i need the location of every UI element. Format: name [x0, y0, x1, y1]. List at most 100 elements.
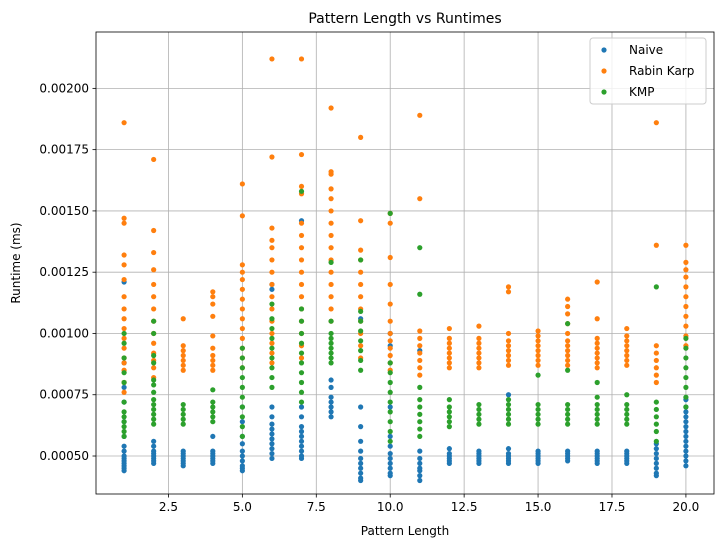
data-point	[624, 401, 630, 408]
data-point	[683, 458, 689, 464]
legend: Naive Rabin Karp KMP	[589, 37, 707, 105]
data-point	[446, 446, 452, 452]
data-point	[594, 345, 600, 351]
data-point	[239, 404, 245, 410]
data-point	[298, 318, 305, 324]
data-point	[328, 196, 334, 202]
data-point	[121, 220, 127, 226]
data-point	[446, 419, 452, 425]
data-point	[683, 419, 689, 425]
data-point	[565, 296, 571, 302]
data-point	[121, 252, 127, 258]
data-point	[269, 56, 275, 62]
data-point	[328, 377, 334, 383]
data-point	[624, 411, 630, 417]
data-point	[239, 316, 245, 322]
data-point	[358, 343, 364, 349]
data-point	[121, 379, 127, 386]
data-point	[505, 289, 512, 295]
data-point	[476, 448, 482, 454]
data-point	[565, 401, 571, 408]
data-point	[594, 365, 600, 371]
data-point	[121, 399, 127, 405]
data-point	[683, 433, 689, 440]
data-point	[298, 350, 305, 356]
data-point	[417, 350, 423, 356]
data-point	[358, 404, 364, 410]
y-tick-label: 0.00050	[39, 449, 89, 463]
data-point	[210, 414, 216, 420]
data-point	[624, 325, 630, 332]
data-point	[476, 406, 482, 413]
data-point	[269, 306, 275, 312]
data-point	[239, 433, 245, 440]
data-point	[328, 281, 334, 288]
data-point	[417, 477, 423, 484]
data-point	[387, 389, 393, 395]
data-point	[594, 394, 600, 400]
data-point	[565, 448, 571, 454]
data-point	[446, 355, 452, 361]
data-point	[653, 446, 659, 452]
data-point	[535, 406, 541, 413]
data-point	[476, 360, 482, 366]
data-point	[151, 411, 157, 417]
data-point	[151, 421, 157, 427]
data-point	[653, 460, 659, 466]
data-point	[121, 120, 127, 126]
data-point	[565, 330, 571, 337]
data-point	[328, 399, 334, 405]
data-point	[417, 335, 423, 341]
data-point	[446, 340, 452, 346]
x-tick-label: 12.5	[451, 500, 478, 514]
data-point	[298, 360, 305, 366]
data-point	[535, 328, 541, 334]
data-point	[210, 357, 216, 364]
data-point	[269, 355, 275, 361]
data-point	[269, 455, 275, 462]
data-point	[565, 348, 571, 354]
data-point	[683, 443, 689, 449]
data-point	[683, 374, 689, 381]
data-point	[328, 394, 334, 400]
data-point	[683, 345, 689, 351]
data-point	[121, 262, 127, 268]
data-point	[298, 389, 305, 395]
data-point	[180, 421, 186, 427]
data-point	[239, 296, 245, 302]
data-point	[417, 433, 423, 440]
data-point	[624, 333, 630, 339]
data-point	[269, 294, 275, 300]
data-point	[653, 379, 659, 386]
data-point	[594, 448, 600, 454]
data-points	[121, 56, 689, 484]
data-point	[683, 448, 689, 454]
data-point	[446, 423, 452, 430]
data-point	[151, 401, 157, 408]
data-point	[653, 438, 659, 444]
data-point	[358, 338, 364, 344]
data-point	[151, 389, 157, 395]
data-point	[535, 362, 541, 368]
data-point	[328, 245, 334, 251]
data-point	[358, 218, 364, 224]
data-point	[151, 249, 157, 256]
y-tick-label: 0.00125	[39, 265, 89, 279]
data-point	[624, 343, 630, 349]
data-point	[298, 438, 305, 444]
data-point	[653, 399, 659, 405]
data-point	[239, 463, 245, 469]
data-point	[594, 340, 600, 346]
data-point	[269, 335, 275, 341]
data-point	[151, 438, 157, 444]
data-point	[683, 267, 689, 273]
data-point	[298, 245, 305, 251]
data-point	[328, 345, 334, 351]
legend-marker-naive	[601, 47, 607, 53]
data-point	[298, 183, 305, 190]
y-axis-title: Runtime (ms)	[9, 222, 23, 303]
data-point	[121, 215, 127, 221]
data-point	[180, 348, 186, 354]
data-point	[476, 335, 482, 341]
